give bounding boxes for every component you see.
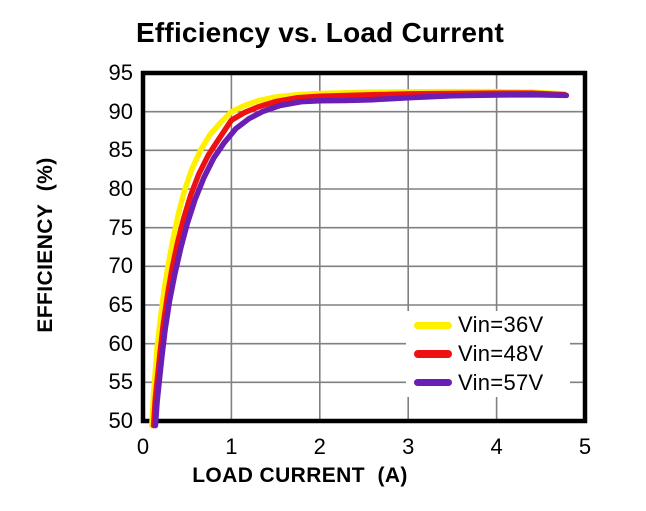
x-tick-label: 4 xyxy=(490,434,503,459)
legend-item: Vin=36V xyxy=(414,312,570,338)
y-tick-label: 70 xyxy=(108,253,133,279)
y-tick-label: 80 xyxy=(108,176,133,201)
y-tick-label: 90 xyxy=(108,98,133,124)
x-tick-label: 2 xyxy=(313,434,326,459)
legend-label: Vin=36V xyxy=(458,312,544,338)
y-tick-label: 50 xyxy=(108,408,133,433)
legend-swatch-vin-57v xyxy=(414,378,452,387)
x-axis-title: LOAD CURRENT (A) xyxy=(192,464,408,487)
legend-item: Vin=57V xyxy=(414,370,570,396)
legend-label: Vin=57V xyxy=(458,369,544,395)
legend-swatch-vin-48v xyxy=(414,350,452,358)
y-tick-label: 65 xyxy=(108,292,133,317)
legend-item: Vin=48V xyxy=(414,341,570,367)
y-tick-label: 60 xyxy=(108,330,133,356)
y-axis-title: EFFICIENCY (%) xyxy=(34,157,57,333)
curve-vin-57v xyxy=(152,91,570,429)
curve-vin-48v xyxy=(150,90,568,429)
x-tick-label: 5 xyxy=(578,434,592,459)
y-tick-label: 55 xyxy=(108,369,133,395)
plot-border xyxy=(140,70,588,424)
legend-label: Vin=48V xyxy=(458,340,544,366)
y-tick-label: 75 xyxy=(108,214,133,240)
legend: Vin=36V Vin=48V Vin=57V xyxy=(406,311,570,397)
y-tick-label: 85 xyxy=(108,137,133,163)
x-tick-label: 0 xyxy=(136,434,150,459)
chart-title: Efficiency vs. Load Current xyxy=(136,17,504,48)
y-tick-label: 95 xyxy=(108,60,133,85)
legend-swatch-vin-36v xyxy=(414,321,452,330)
x-tick-label: 3 xyxy=(402,434,415,459)
x-tick-label: 1 xyxy=(225,434,238,459)
